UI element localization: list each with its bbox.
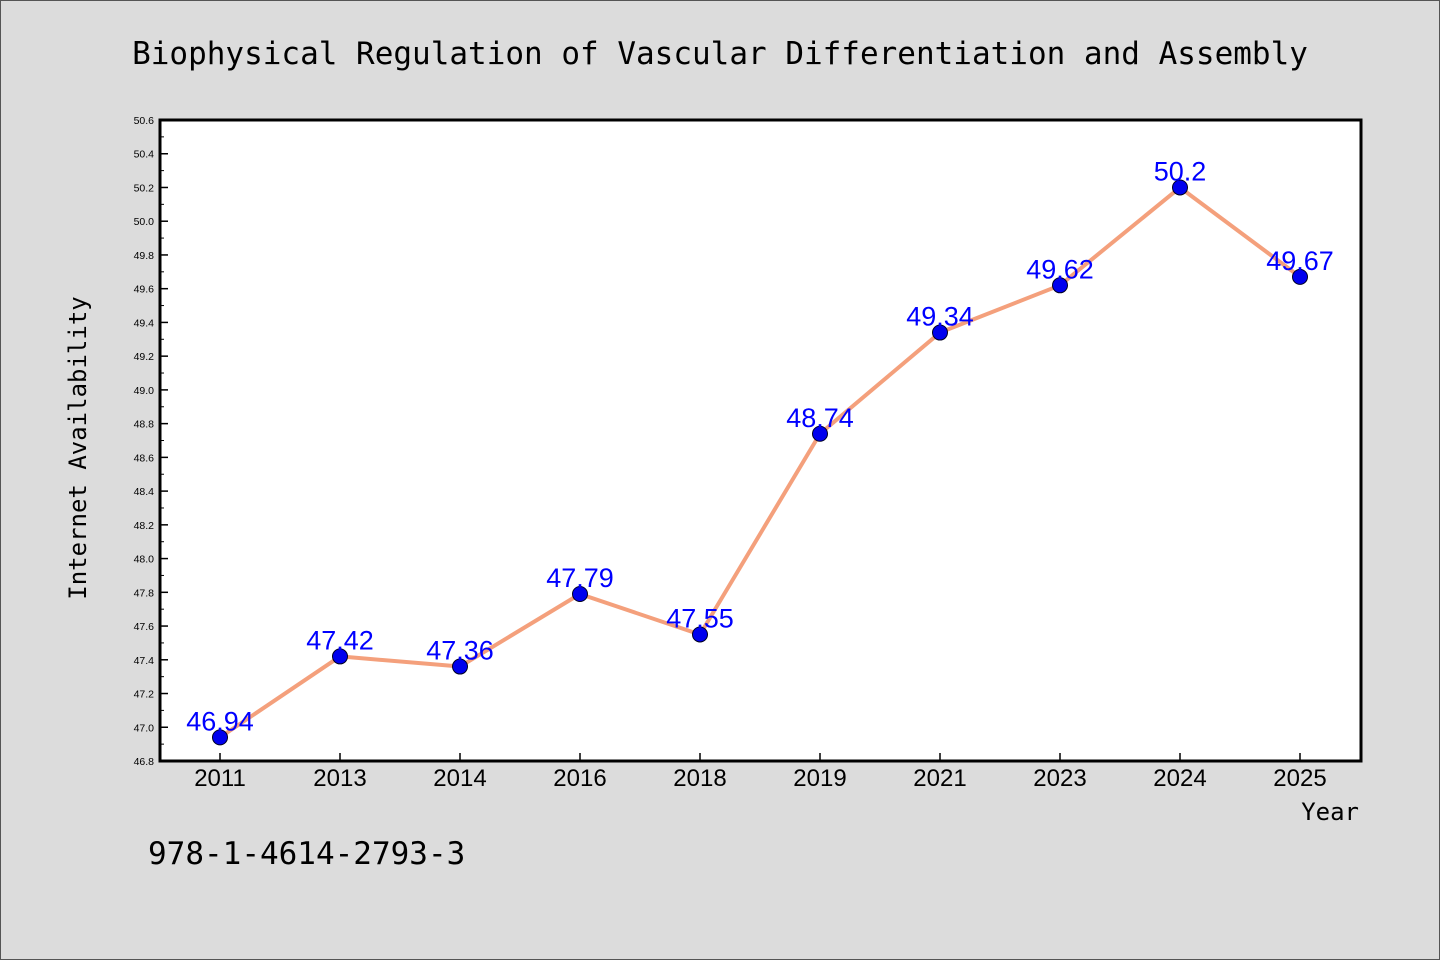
y-tick-label: 48.6 <box>134 452 155 464</box>
x-tick-label: 2016 <box>553 765 606 792</box>
data-point <box>932 324 948 341</box>
data-point <box>572 586 588 603</box>
x-tick-label: 2024 <box>1153 765 1206 792</box>
y-axis: 46.8 47.0 47.2 47.4 47.6 47.8 48.0 48.2 48.4 48.6… <box>134 115 168 768</box>
x-tick-label: 2019 <box>793 765 846 792</box>
y-axis-label: Internet Availability <box>64 296 92 599</box>
y-tick-label: 50.4 <box>134 149 155 161</box>
x-tick-label: 2023 <box>1033 765 1086 792</box>
data-label: 50.2 <box>1154 156 1207 186</box>
y-tick-label: 47.0 <box>134 722 155 734</box>
y-tick-label: 48.0 <box>134 554 155 566</box>
y-tick-label: 47.2 <box>134 689 155 701</box>
data-point <box>332 648 348 665</box>
y-tick-label: 49.0 <box>134 385 155 397</box>
x-tick-label: 2021 <box>913 765 966 792</box>
data-label: 49.62 <box>1026 254 1094 284</box>
y-tick-label: 49.8 <box>134 250 155 262</box>
data-point <box>212 729 228 746</box>
x-tick-label: 2014 <box>433 765 486 792</box>
chart-title: Biophysical Regulation of Vascular Diffe… <box>132 36 1308 72</box>
y-tick-label: 49.4 <box>134 317 155 329</box>
x-tick-label: 2018 <box>673 765 726 792</box>
data-label: 48.74 <box>786 403 854 433</box>
y-tick-label: 49.6 <box>134 284 155 296</box>
data-point <box>1052 277 1068 294</box>
data-label: 47.42 <box>306 625 374 655</box>
data-label: 46.94 <box>186 706 254 736</box>
data-point <box>812 425 828 442</box>
data-label: 49.34 <box>906 302 974 332</box>
y-tick-label: 47.6 <box>134 621 155 633</box>
y-tick-label: 48.2 <box>134 520 155 532</box>
x-tick-label: 2025 <box>1273 765 1326 792</box>
isbn-text: 978-1-4614-2793-3 <box>148 836 465 872</box>
data-point <box>452 658 468 675</box>
data-label: 47.36 <box>426 636 494 666</box>
series-line <box>218 185 1302 740</box>
data-point <box>1172 179 1188 196</box>
data-label: 49.67 <box>1266 246 1334 276</box>
y-tick-label: 48.4 <box>134 486 155 498</box>
y-tick-label: 47.4 <box>134 655 155 667</box>
y-tick-label: 50.0 <box>134 216 155 228</box>
x-axis: 2011 2013 2014 2016 2018 2019 2021 2023 2024 2025 <box>194 753 1327 792</box>
plot-area <box>158 118 1363 763</box>
y-tick-label: 50.6 <box>134 115 155 127</box>
y-tick-label: 48.8 <box>134 419 155 431</box>
y-tick-label: 47.8 <box>134 587 155 599</box>
data-point <box>692 626 708 643</box>
data-point <box>1292 268 1308 285</box>
x-tick-label: 2011 <box>194 765 246 792</box>
y-tick-label: 49.2 <box>134 351 155 363</box>
y-tick-label: 46.8 <box>134 756 155 768</box>
y-tick-label: 50.2 <box>134 182 155 194</box>
x-tick-label: 2013 <box>313 765 366 792</box>
x-axis-label: Year <box>1301 798 1359 826</box>
series-line-group: 46.94 47.42 47.36 47.79 47.55 48.74 49.34 49.62… <box>186 156 1334 746</box>
data-label: 47.55 <box>666 603 734 633</box>
data-label: 47.79 <box>546 563 614 593</box>
